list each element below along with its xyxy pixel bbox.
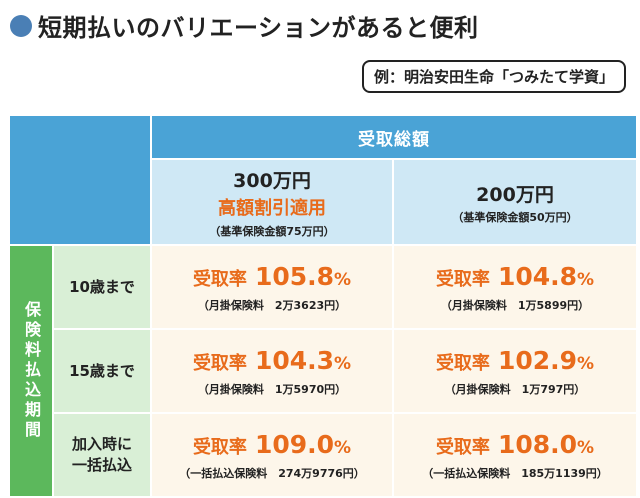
rate-percent: %: [334, 353, 352, 374]
discount-highlight: 高額割引適用: [218, 197, 326, 219]
rate-line: 受取率 109.0 %: [193, 430, 351, 459]
column-amount: 300万円: [233, 169, 311, 192]
rate-line: 受取率 102.9 %: [436, 346, 594, 375]
rate-label: 受取率: [192, 352, 247, 374]
bullet-circle-icon: [10, 14, 32, 37]
table-cell: 受取率 108.0 % （一括払込保険料 185万1139円）: [394, 414, 636, 496]
rate-label: 受取率: [435, 268, 490, 290]
rate-line: 受取率 104.3 %: [193, 346, 351, 375]
rate-value: 109.0: [254, 429, 335, 459]
column-header-200: 200万円 （基準保険金額50万円）: [394, 160, 636, 244]
row-label-lump-sum: 加入時に 一括払込: [54, 414, 150, 496]
payment-period-label: 保険料払込期間: [10, 246, 52, 496]
page-heading: 短期払いのバリエーションがあると便利: [10, 8, 479, 43]
row-label-10: 10歳まで: [54, 246, 150, 328]
page-title: 短期払いのバリエーションがあると便利: [38, 14, 479, 42]
row-label-15: 15歳まで: [54, 330, 150, 412]
example-label: 例：明治安田生命「つみたて学資」: [361, 60, 626, 93]
column-header-300: 300万円 高額割引適用 （基準保険金額75万円）: [152, 160, 392, 244]
rate-value: 105.8: [254, 261, 335, 291]
column-subtext: （基準保険金額50万円）: [452, 210, 578, 224]
rate-percent: %: [334, 437, 352, 458]
column-amount: 200万円: [476, 183, 554, 206]
row-label-line1: 加入時に: [71, 435, 132, 453]
premium-text: （月掛保険料 1万5899円）: [440, 298, 590, 312]
table-cell: 受取率 104.8 % （月掛保険料 1万5899円）: [394, 246, 636, 328]
premium-text: （月掛保険料 1万797円）: [444, 382, 586, 396]
top-header: 受取総額: [152, 116, 636, 158]
premium-text: （月掛保険料 1万5970円）: [197, 382, 347, 396]
premium-text: （一括払込保険料 185万1139円）: [422, 466, 608, 480]
table-corner: [10, 116, 150, 244]
rate-label: 受取率: [435, 352, 490, 374]
premium-text: （一括払込保険料 274万9776円）: [179, 466, 365, 480]
column-subtext: （基準保険金額75万円）: [209, 224, 335, 238]
rate-value: 102.9: [497, 345, 578, 375]
rate-line: 受取率 104.8 %: [436, 262, 594, 291]
rate-percent: %: [577, 353, 595, 374]
rate-value: 104.8: [497, 261, 578, 291]
table-cell: 受取率 104.3 % （月掛保険料 1万5970円）: [152, 330, 392, 412]
premium-text: （月掛保険料 2万3623円）: [197, 298, 347, 312]
row-label-line2: 一括払込: [71, 456, 132, 474]
rate-label: 受取率: [435, 436, 490, 458]
rate-line: 受取率 105.8 %: [193, 262, 351, 291]
rate-line: 受取率 108.0 %: [436, 430, 594, 459]
rate-value: 104.3: [254, 345, 335, 375]
comparison-table: 受取総額 300万円 高額割引適用 （基準保険金額75万円） 200万円 （基準…: [10, 116, 636, 496]
rate-percent: %: [577, 437, 595, 458]
table-cell: 受取率 105.8 % （月掛保険料 2万3623円）: [152, 246, 392, 328]
rate-label: 受取率: [192, 268, 247, 290]
rate-label: 受取率: [192, 436, 247, 458]
table-cell: 受取率 102.9 % （月掛保険料 1万797円）: [394, 330, 636, 412]
table-cell: 受取率 109.0 % （一括払込保険料 274万9776円）: [152, 414, 392, 496]
rate-percent: %: [577, 269, 595, 290]
rate-value: 108.0: [497, 429, 578, 459]
rate-percent: %: [334, 269, 352, 290]
